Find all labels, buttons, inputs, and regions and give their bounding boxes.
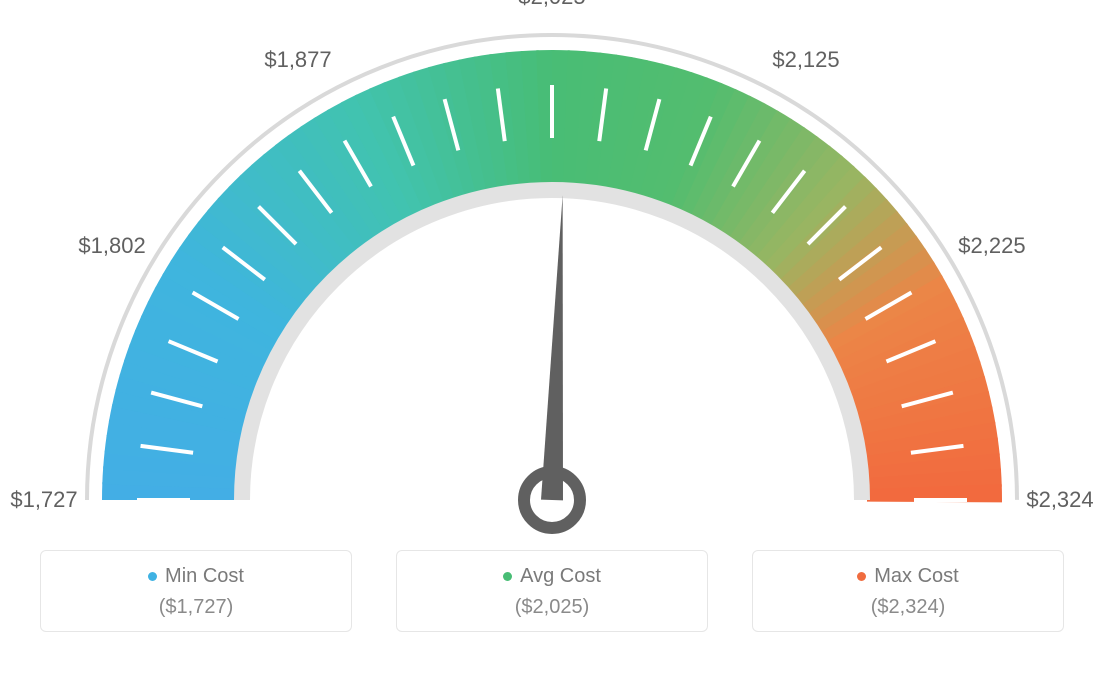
legend-title: Max Cost <box>753 565 1063 588</box>
legend-card: Min Cost ($1,727) <box>40 550 352 632</box>
legend-value: ($2,025) <box>397 596 707 619</box>
legend-row: Min Cost ($1,727) Avg Cost ($2,025) Max Cost… <box>0 550 1104 632</box>
gauge-tick-label: $2,324 <box>1026 487 1093 513</box>
legend-title: Min Cost <box>41 565 351 588</box>
gauge-tick-label: $2,225 <box>958 233 1025 259</box>
gauge-needle <box>541 195 563 500</box>
gauge-tick-label: $1,877 <box>264 47 331 73</box>
gauge-tick-label: $2,025 <box>518 0 585 10</box>
gauge-chart <box>0 0 1104 540</box>
legend-label: Avg Cost <box>520 565 601 587</box>
legend-card: Max Cost ($2,324) <box>752 550 1064 632</box>
gauge-container: $1,727 $1,802 $1,877 $2,025 $2,125 $2,225 $2,3… <box>0 0 1104 540</box>
legend-value: ($1,727) <box>41 596 351 619</box>
legend-title: Avg Cost <box>397 565 707 588</box>
legend-value: ($2,324) <box>753 596 1063 619</box>
legend-dot-icon <box>857 572 866 581</box>
gauge-tick-label: $2,125 <box>772 47 839 73</box>
legend-dot-icon <box>503 572 512 581</box>
legend-dot-icon <box>148 572 157 581</box>
legend-card: Avg Cost ($2,025) <box>396 550 708 632</box>
legend-label: Min Cost <box>165 565 244 587</box>
gauge-tick-label: $1,727 <box>10 487 77 513</box>
legend-label: Max Cost <box>874 565 958 587</box>
gauge-tick-label: $1,802 <box>78 233 145 259</box>
